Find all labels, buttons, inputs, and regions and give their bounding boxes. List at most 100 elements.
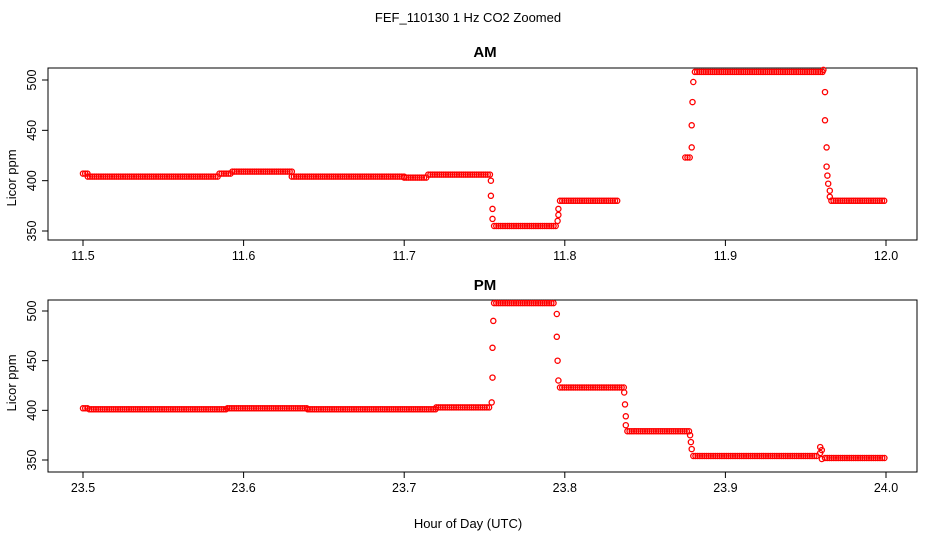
data-point: [288, 173, 296, 180]
data-point: [99, 173, 107, 180]
data-point: [806, 452, 814, 460]
data-point: [676, 427, 684, 435]
data-point: [113, 173, 120, 180]
data-point: [448, 404, 455, 411]
data-point: [196, 173, 204, 180]
data-point: [200, 406, 208, 413]
data-point: [86, 406, 93, 413]
data-point: [795, 452, 803, 460]
data-point: [405, 174, 412, 181]
data-point: [602, 384, 610, 391]
data-point: [255, 405, 262, 412]
data-point: [403, 406, 411, 413]
data-point: [865, 454, 873, 462]
x-tick-label: 11.6: [232, 249, 255, 263]
data-point: [810, 68, 817, 76]
data-point: [121, 173, 129, 180]
data-point: [389, 173, 397, 180]
data-point: [475, 171, 483, 178]
panel-am-y-axis: 350 400 450 500: [25, 70, 49, 241]
data-point: [694, 452, 701, 460]
data-point: [760, 452, 767, 460]
data-point: [352, 406, 360, 413]
data-point: [323, 173, 331, 180]
data-point: [444, 171, 452, 178]
data-point: [808, 452, 816, 460]
data-point: [501, 222, 509, 230]
data-point: [248, 405, 255, 412]
data-point: [530, 299, 537, 307]
data-point: [826, 193, 834, 201]
x-tick-label: 12.0: [874, 249, 898, 263]
data-point: [872, 454, 879, 462]
panel-pm: PM Licor ppm 23.5 23.6 23.7 23.8 23.9 24.0 35…: [4, 277, 918, 495]
data-point: [257, 168, 265, 175]
data-point: [237, 168, 245, 175]
data-point: [119, 406, 126, 413]
data-point: [512, 299, 520, 307]
data-point: [748, 68, 756, 76]
data-point: [481, 404, 488, 411]
data-point: [731, 452, 739, 460]
data-point: [228, 405, 236, 412]
data-point: [558, 384, 566, 391]
data-point: [421, 406, 428, 413]
data-point: [852, 454, 860, 462]
data-point: [459, 404, 466, 411]
data-point: [841, 197, 848, 205]
data-point: [132, 406, 139, 413]
data-point: [613, 384, 621, 391]
data-point: [240, 168, 247, 175]
data-point: [786, 68, 793, 76]
data-point: [861, 197, 868, 205]
data-point: [773, 68, 780, 76]
data-point: [315, 406, 323, 413]
data-point: [618, 384, 625, 391]
data-point: [440, 171, 447, 178]
data-point: [394, 406, 402, 413]
data-point: [361, 173, 368, 180]
data-point: [211, 406, 219, 413]
data-point: [687, 438, 695, 446]
data-point: [441, 404, 449, 411]
data-point: [626, 427, 633, 435]
data-point: [762, 68, 769, 76]
data-point: [252, 405, 260, 412]
data-point: [418, 406, 426, 413]
data-point: [387, 173, 395, 180]
data-point: [526, 222, 533, 230]
data-point: [715, 68, 723, 76]
data-point: [321, 173, 329, 180]
data-point: [388, 406, 395, 413]
data-point: [266, 405, 273, 412]
data-point: [711, 68, 718, 76]
data-point: [429, 171, 436, 178]
data-point: [512, 222, 520, 230]
data-point: [313, 406, 320, 413]
data-point: [583, 384, 590, 391]
data-point: [834, 454, 842, 462]
data-point: [414, 406, 422, 413]
x-tick-label: 11.9: [714, 249, 737, 263]
data-point: [852, 197, 859, 205]
data-point: [528, 222, 535, 230]
data-point: [635, 427, 642, 435]
data-point: [800, 452, 807, 460]
data-point: [555, 205, 562, 213]
data-point: [425, 406, 433, 413]
data-point: [718, 452, 726, 460]
data-point: [356, 173, 364, 180]
data-point: [737, 68, 745, 76]
data-point: [470, 404, 477, 411]
data-point: [88, 406, 95, 413]
data-point: [709, 68, 716, 76]
data-point: [784, 452, 792, 460]
data-point: [288, 405, 295, 412]
data-point: [830, 454, 838, 462]
data-point: [814, 68, 822, 76]
data-point: [185, 406, 192, 413]
data-point: [690, 452, 697, 460]
data-point: [490, 222, 498, 230]
data-point: [226, 405, 233, 412]
data-point: [281, 168, 289, 175]
